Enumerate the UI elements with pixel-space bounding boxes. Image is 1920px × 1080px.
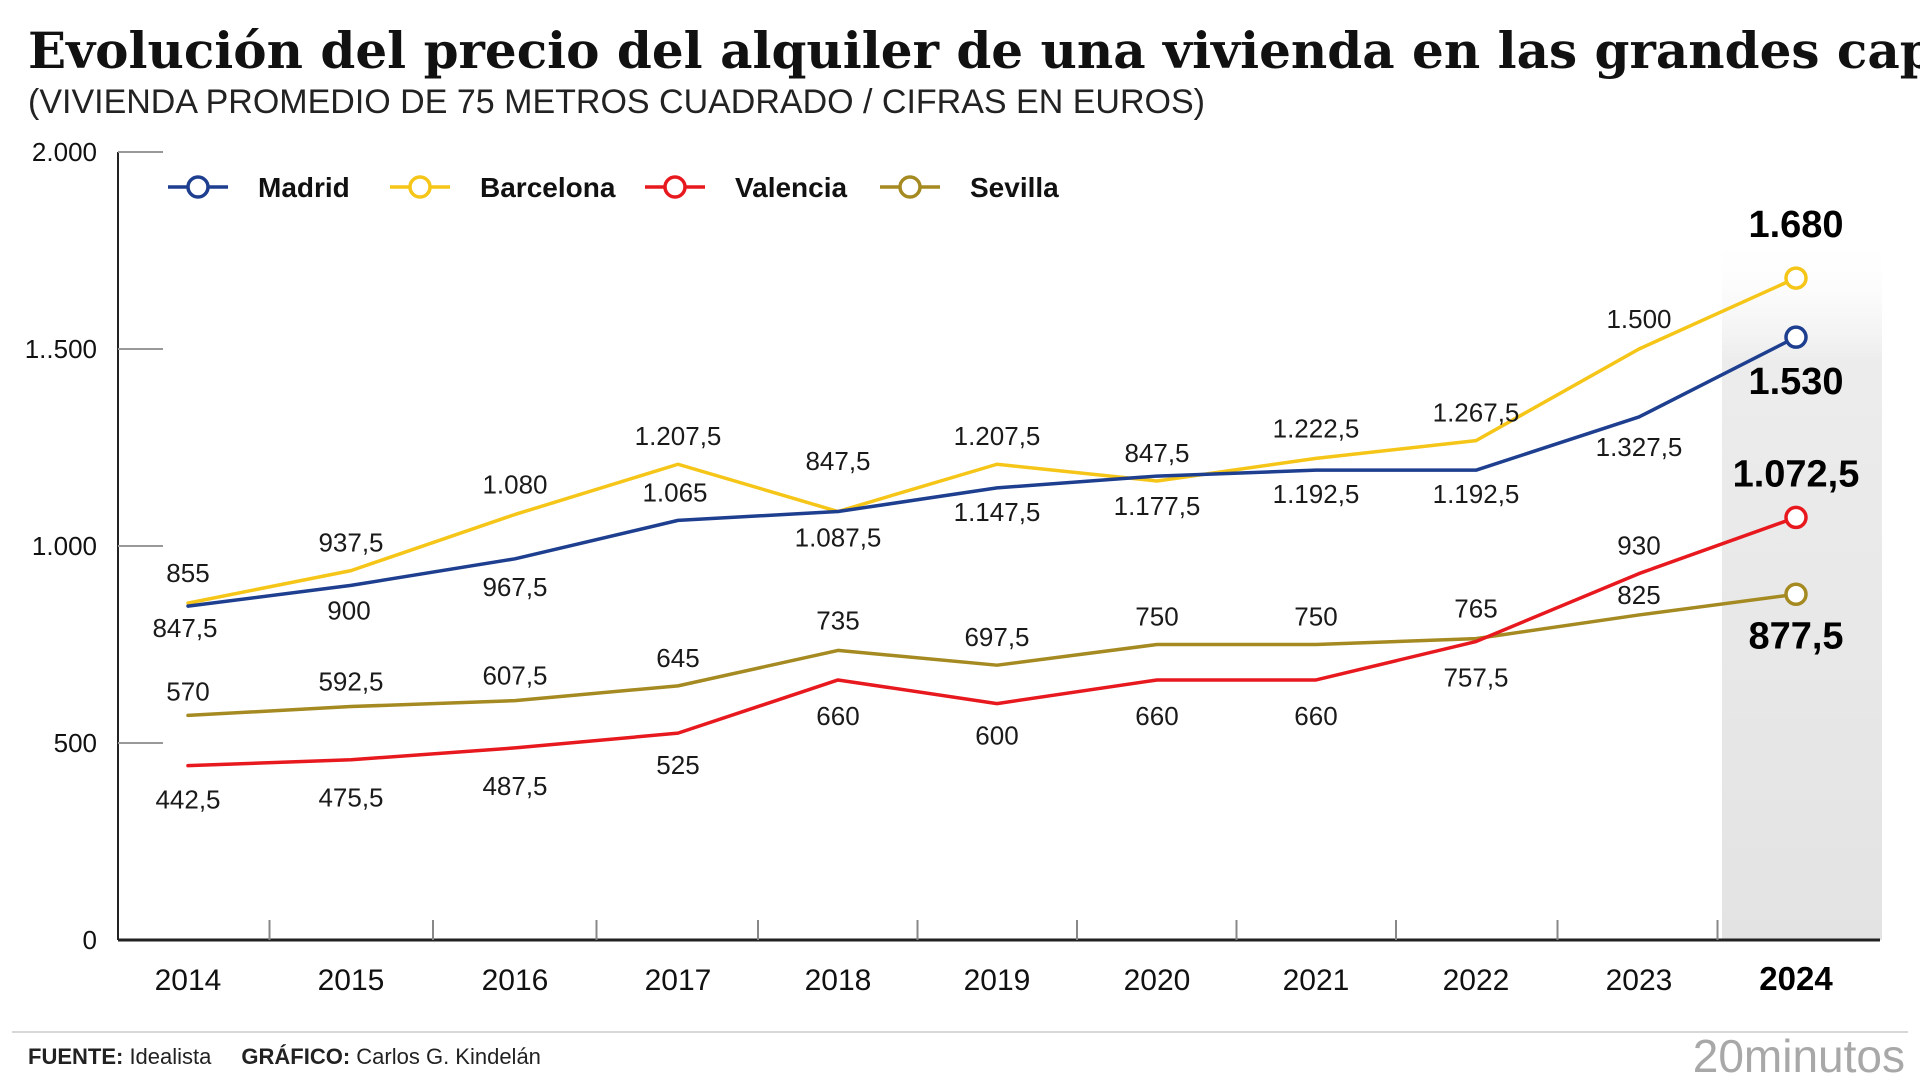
data-label-madrid: 1.147,5 bbox=[954, 497, 1041, 527]
data-label-barcelona: 1.207,5 bbox=[954, 421, 1041, 451]
data-label-barcelona: 847,5 bbox=[805, 446, 870, 476]
graphic-value: Carlos G. Kindelán bbox=[350, 1044, 541, 1069]
data-label-sevilla: 877,5 bbox=[1748, 615, 1843, 657]
legend-swatch-marker-madrid bbox=[186, 175, 210, 199]
x-tick-label: 2023 bbox=[1606, 964, 1673, 997]
data-label-barcelona: 1.222,5 bbox=[1273, 413, 1360, 443]
data-label-madrid: 1.192,5 bbox=[1433, 479, 1520, 509]
data-label-madrid: 1.177,5 bbox=[1114, 491, 1201, 521]
chart-title: Evolución del precio del alquiler de una… bbox=[28, 21, 1920, 80]
chart-subtitle: (VIVIENDA PROMEDIO DE 75 METROS CUADRADO… bbox=[28, 83, 1205, 121]
data-label-valencia: 757,5 bbox=[1443, 663, 1508, 693]
plot-area: 0 500 1.000 1..500 2.000 2014 2015 2016 2017 2018… bbox=[25, 137, 1882, 997]
legend-label-barcelona: Barcelona bbox=[480, 172, 616, 203]
data-label-madrid: 1.065 bbox=[642, 477, 707, 507]
data-label-valencia: 442,5 bbox=[155, 785, 220, 815]
series-end-marker-madrid bbox=[1784, 325, 1808, 349]
data-label-barcelona: 937,5 bbox=[318, 528, 383, 558]
data-label-valencia: 600 bbox=[975, 721, 1018, 751]
series-end-marker-valencia bbox=[1784, 505, 1808, 530]
x-tick-label: 2022 bbox=[1443, 964, 1510, 997]
x-tick-label: 2024 bbox=[1759, 960, 1833, 997]
series-line-barcelona bbox=[186, 276, 1798, 605]
data-label-valencia: 660 bbox=[1135, 701, 1178, 731]
x-tick-label: 2017 bbox=[645, 964, 712, 997]
data-label-sevilla: 765 bbox=[1454, 594, 1497, 624]
data-label-sevilla: 607,5 bbox=[482, 661, 547, 691]
series-end-marker-barcelona bbox=[1784, 266, 1808, 290]
data-label-sevilla: 735 bbox=[816, 605, 859, 635]
x-tick-label: 2014 bbox=[155, 964, 222, 997]
data-label-valencia: 660 bbox=[816, 701, 859, 731]
data-label-valencia: 487,5 bbox=[482, 771, 547, 801]
graphic-label: GRÁFICO: bbox=[241, 1044, 350, 1069]
data-label-sevilla: 750 bbox=[1135, 602, 1178, 632]
series-line-madrid bbox=[186, 335, 1798, 608]
legend-label-valencia: Valencia bbox=[735, 172, 848, 203]
y-tick-label: 0 bbox=[83, 925, 97, 955]
legend-label-sevilla: Sevilla bbox=[970, 172, 1059, 203]
legend: Madrid Barcelona Valencia Sevilla bbox=[168, 172, 1059, 203]
footer-credits: FUENTE: Idealista GRÁFICO: Carlos G. Kind… bbox=[28, 1044, 541, 1069]
data-label-valencia: 660 bbox=[1294, 701, 1337, 731]
legend-swatch-marker-sevilla bbox=[898, 175, 922, 199]
data-label-barcelona: 1.500 bbox=[1606, 304, 1671, 334]
data-label-valencia: 930 bbox=[1617, 531, 1660, 561]
x-tick-label: 2016 bbox=[482, 964, 549, 997]
data-label-valencia: 1.072,5 bbox=[1733, 453, 1860, 495]
x-tick-label: 2021 bbox=[1283, 964, 1350, 997]
data-label-madrid: 1.327,5 bbox=[1596, 432, 1683, 462]
data-label-barcelona: 1.267,5 bbox=[1433, 398, 1520, 428]
data-label-valencia: 475,5 bbox=[318, 783, 383, 813]
data-label-barcelona: 1.080 bbox=[482, 469, 547, 499]
y-tick-label: 500 bbox=[54, 728, 97, 758]
x-tick-label: 2019 bbox=[964, 964, 1031, 997]
source-value: Idealista bbox=[123, 1044, 212, 1069]
y-tick-label: 1.000 bbox=[32, 531, 97, 561]
series-line-valencia bbox=[186, 515, 1798, 768]
y-tick-label: 2.000 bbox=[32, 137, 97, 167]
x-tick-label: 2018 bbox=[805, 964, 872, 997]
series-line-sevilla bbox=[186, 592, 1798, 718]
data-label-sevilla: 645 bbox=[656, 643, 699, 673]
data-label-sevilla: 825 bbox=[1617, 580, 1660, 610]
data-label-barcelona: 1.680 bbox=[1748, 204, 1843, 246]
y-tick-label: 1..500 bbox=[25, 334, 97, 364]
data-label-madrid: 1.087,5 bbox=[795, 523, 882, 553]
series-end-marker-sevilla bbox=[1784, 582, 1808, 607]
legend-label-madrid: Madrid bbox=[258, 172, 350, 203]
data-label-madrid: 847,5 bbox=[152, 613, 217, 643]
data-label-sevilla: 592,5 bbox=[318, 667, 383, 697]
data-label-madrid: 1.530 bbox=[1748, 361, 1843, 403]
data-label-barcelona: 855 bbox=[166, 558, 209, 588]
data-label-valencia: 525 bbox=[656, 750, 699, 780]
data-label-madrid: 1.192,5 bbox=[1273, 479, 1360, 509]
data-label-madrid: 900 bbox=[327, 595, 370, 625]
data-label-barcelona: 847,5 bbox=[1124, 438, 1189, 468]
x-tick-label: 2015 bbox=[318, 964, 385, 997]
data-label-sevilla: 697,5 bbox=[964, 622, 1029, 652]
data-label-madrid: 967,5 bbox=[482, 572, 547, 602]
legend-swatch-marker-valencia bbox=[663, 175, 687, 199]
x-tick-label: 2020 bbox=[1124, 964, 1191, 997]
data-label-sevilla: 570 bbox=[166, 676, 209, 706]
source-label: FUENTE: bbox=[28, 1044, 123, 1069]
data-label-sevilla: 750 bbox=[1294, 602, 1337, 632]
legend-swatch-marker-barcelona bbox=[408, 175, 432, 199]
brand-logo: 20minutos bbox=[1693, 1030, 1905, 1080]
data-label-barcelona: 1.207,5 bbox=[635, 421, 722, 451]
